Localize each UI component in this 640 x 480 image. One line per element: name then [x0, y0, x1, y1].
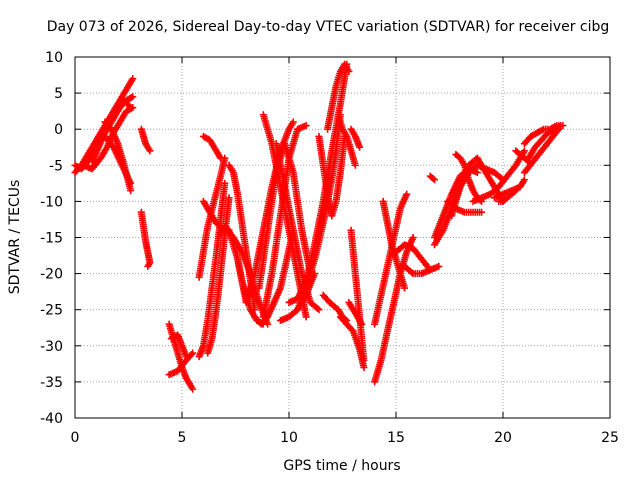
data-point	[360, 363, 368, 371]
data-point	[478, 208, 486, 216]
x-tick-label: 10	[280, 430, 298, 446]
data-point	[302, 313, 310, 321]
y-tick-label: -10	[40, 194, 63, 210]
data-series	[401, 262, 434, 278]
data-point	[225, 194, 233, 202]
data-series	[315, 132, 349, 220]
data-point	[182, 353, 190, 361]
data-series	[520, 122, 567, 148]
y-tick-label: 10	[45, 50, 63, 66]
data-point	[189, 349, 197, 357]
data-series	[345, 298, 366, 328]
chart-title: Day 073 of 2026, Sidereal Day-to-day VTE…	[47, 19, 610, 35]
data-point	[189, 385, 197, 393]
y-tick-label: -30	[40, 339, 63, 355]
data-point	[520, 176, 528, 184]
data-series	[347, 125, 364, 151]
data-point	[351, 161, 359, 169]
data-series	[334, 111, 359, 169]
data-point	[129, 104, 137, 112]
data-series	[165, 349, 197, 379]
data-point	[426, 266, 434, 274]
data-point	[435, 262, 443, 270]
data-point	[146, 147, 154, 155]
data-series	[204, 194, 233, 357]
y-tick-label: -15	[40, 231, 63, 247]
data-point	[429, 175, 437, 183]
y-tick-label: -5	[49, 158, 63, 174]
data-series	[195, 154, 229, 281]
x-tick-label: 15	[387, 430, 405, 446]
data-series	[137, 208, 154, 270]
y-tick-label: -25	[40, 303, 63, 319]
x-tick-label: 20	[494, 430, 512, 446]
tick-labels: 0 5 10 15 20 25 -40 -35 -30 -25 -20 -15 -10 -5 0 5 10	[40, 50, 619, 446]
x-tick-label: 5	[178, 430, 187, 446]
y-axis-label: SDTVAR / TECUs	[7, 180, 23, 295]
data-point	[409, 234, 417, 241]
data-point	[403, 190, 411, 198]
x-tick-label: 25	[601, 430, 619, 446]
data-point	[473, 169, 481, 177]
data-series	[336, 313, 368, 371]
data-points	[71, 60, 567, 393]
plot-frame	[74, 56, 611, 419]
data-point	[315, 306, 323, 314]
data-series	[426, 172, 439, 184]
x-axis-label: GPS time / hours	[283, 458, 400, 474]
data-point	[217, 154, 225, 162]
data-point	[314, 304, 322, 312]
data-point	[127, 179, 135, 187]
data-series	[371, 190, 411, 328]
data-series	[71, 75, 137, 177]
data-series	[512, 147, 533, 166]
data-series	[324, 60, 353, 133]
data-series	[199, 132, 225, 162]
data-point	[144, 262, 152, 270]
data-point	[512, 187, 520, 195]
data-point	[431, 176, 439, 184]
data-point	[520, 147, 528, 155]
data-point	[129, 93, 137, 101]
data-point	[129, 75, 137, 83]
data-series	[137, 125, 154, 155]
x-tick-label: 0	[71, 430, 80, 446]
data-point	[302, 122, 310, 130]
data-point	[408, 268, 416, 276]
data-series	[92, 132, 135, 187]
data-series	[495, 187, 520, 205]
data-point	[360, 356, 368, 364]
data-point	[401, 284, 409, 292]
data-point	[187, 350, 195, 358]
y-tick-label: -40	[40, 411, 63, 427]
data-point	[559, 122, 567, 130]
data-point	[289, 118, 297, 126]
data-point	[510, 188, 518, 196]
y-tick-label: 0	[54, 122, 63, 138]
y-tick-label: -35	[40, 375, 63, 391]
grid-lines	[75, 57, 610, 418]
data-series	[294, 111, 344, 314]
data-point	[358, 320, 366, 328]
data-point	[221, 179, 229, 187]
data-point	[345, 67, 353, 75]
data-point	[127, 187, 135, 195]
data-series	[379, 197, 409, 292]
data-point	[356, 143, 364, 151]
data-point	[215, 221, 223, 229]
data-series	[167, 331, 190, 361]
y-tick-label: 5	[54, 86, 63, 102]
y-tick-label: -20	[40, 267, 63, 283]
